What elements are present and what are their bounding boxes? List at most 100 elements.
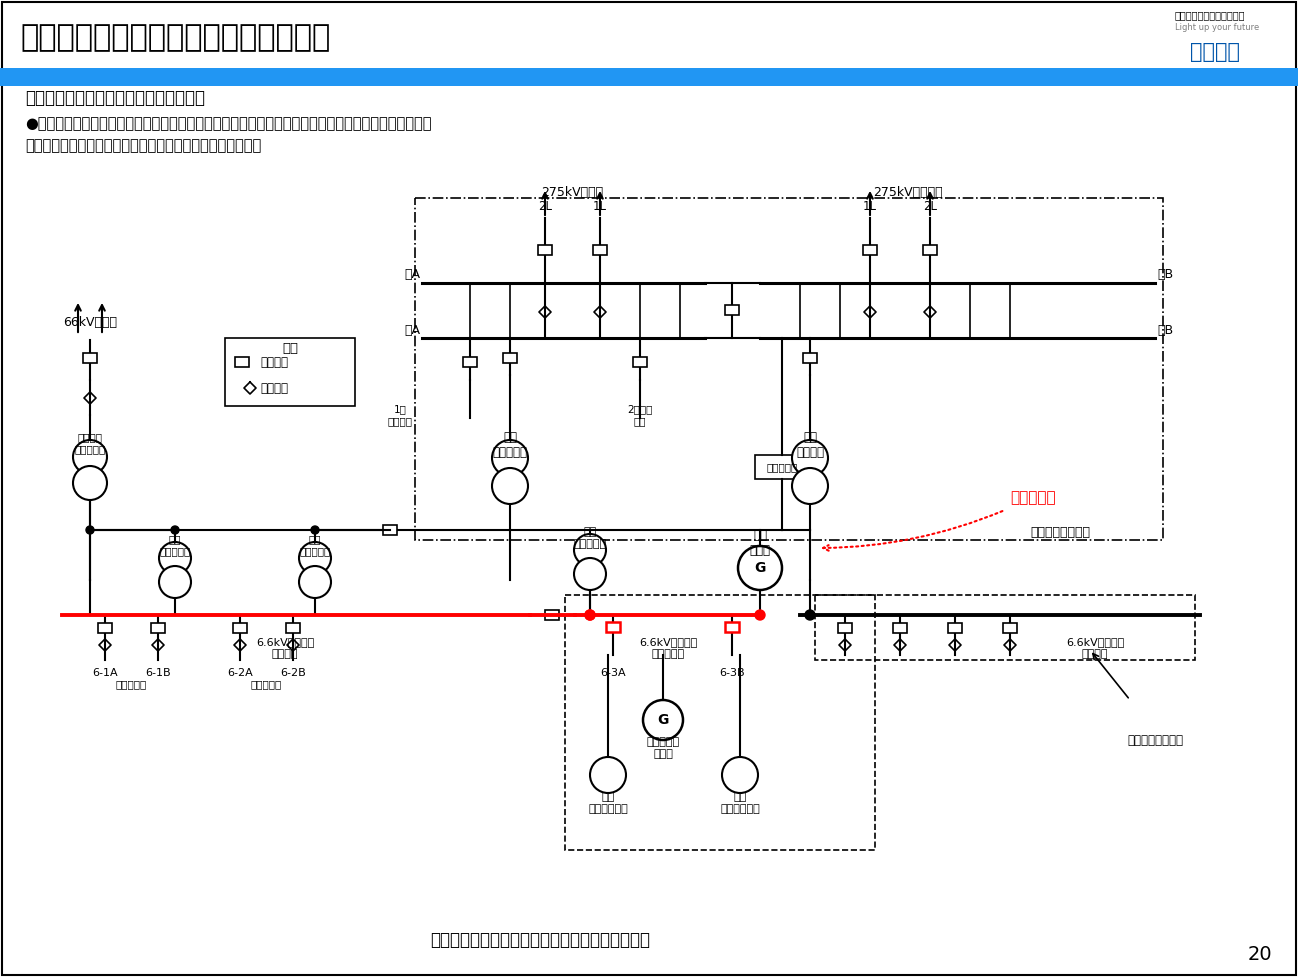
Text: ３号
予備変圧器: ３号 予備変圧器 bbox=[492, 431, 527, 459]
Text: 2L: 2L bbox=[923, 200, 937, 214]
Bar bbox=[545, 610, 559, 620]
Text: 甲B: 甲B bbox=[1157, 269, 1173, 281]
Bar bbox=[923, 245, 937, 255]
Text: 6-3A: 6-3A bbox=[600, 668, 626, 678]
Bar bbox=[99, 623, 112, 633]
Bar bbox=[504, 353, 517, 363]
Circle shape bbox=[171, 526, 179, 534]
Bar bbox=[593, 245, 607, 255]
Text: ３号
主変圧器: ３号 主変圧器 bbox=[796, 431, 824, 459]
Text: 補機
（ポンプ等）: 補機 （ポンプ等） bbox=[720, 792, 759, 814]
Text: ：断路器: ：断路器 bbox=[260, 381, 288, 395]
Text: 20: 20 bbox=[1247, 946, 1272, 964]
Bar bbox=[286, 623, 300, 633]
Circle shape bbox=[299, 566, 331, 598]
Text: 図－２１　単線結線図（６６ｋＶ送電線接続後）: 図－２１ 単線結線図（６６ｋＶ送電線接続後） bbox=[430, 931, 650, 949]
Text: 凡例: 凡例 bbox=[282, 342, 299, 355]
Text: 1号
主変圧器: 1号 主変圧器 bbox=[388, 404, 413, 426]
Bar bbox=[948, 623, 962, 633]
Bar bbox=[803, 353, 816, 363]
Text: 補機
（ポンプ等）: 補機 （ポンプ等） bbox=[588, 792, 628, 814]
Bar bbox=[815, 595, 1195, 660]
Text: 2号主変
圧器: 2号主変 圧器 bbox=[627, 404, 653, 426]
Text: 275kV後志幹線: 275kV後志幹線 bbox=[874, 186, 942, 198]
Text: G: G bbox=[657, 713, 668, 727]
Circle shape bbox=[805, 610, 815, 620]
Bar bbox=[234, 623, 247, 633]
Text: 2L: 2L bbox=[537, 200, 552, 214]
Text: 275kV泊幹線: 275kV泊幹線 bbox=[541, 186, 604, 198]
Circle shape bbox=[158, 566, 191, 598]
Bar bbox=[383, 525, 397, 535]
Circle shape bbox=[739, 546, 781, 590]
Text: Light up your future: Light up your future bbox=[1175, 22, 1259, 31]
Text: １５．その他の信頼性向上対策（１）: １５．その他の信頼性向上対策（１） bbox=[19, 23, 330, 53]
Bar bbox=[893, 623, 907, 633]
Bar bbox=[415, 198, 1163, 540]
Bar bbox=[633, 357, 646, 367]
Circle shape bbox=[312, 526, 319, 534]
Text: ディーゼル
発電機: ディーゼル 発電機 bbox=[646, 738, 680, 759]
Text: ２７５ｋＶ開閉所: ２７５ｋＶ開閉所 bbox=[1031, 526, 1090, 538]
Text: ●　６６ｋＶ送電線２回線は、現状１，２号機のみ接続しているが、さらなる信頼性向上対策として３: ● ６６ｋＶ送電線２回線は、現状１，２号機のみ接続しているが、さらなる信頼性向上… bbox=[25, 116, 431, 132]
Text: ともに輝く明日のために。: ともに輝く明日のために。 bbox=[1175, 10, 1246, 20]
Circle shape bbox=[585, 610, 594, 620]
Bar bbox=[839, 623, 851, 633]
Text: 6-3B: 6-3B bbox=[719, 668, 745, 678]
Bar bbox=[0, 0, 1298, 68]
Text: 甲A: 甲A bbox=[404, 269, 421, 281]
Circle shape bbox=[591, 757, 626, 793]
Text: G: G bbox=[754, 561, 766, 575]
Text: 6.6kV高圧母線
（常用）: 6.6kV高圧母線 （常用） bbox=[1066, 637, 1124, 658]
Text: 6-2B: 6-2B bbox=[280, 668, 306, 678]
Circle shape bbox=[574, 558, 606, 590]
Circle shape bbox=[86, 526, 93, 534]
Text: ２号
起動変圧器: ２号 起動変圧器 bbox=[300, 534, 331, 556]
Circle shape bbox=[722, 757, 758, 793]
Text: 6.6kV高圧母線
（常用）: 6.6kV高圧母線 （常用） bbox=[256, 637, 314, 658]
Text: 1L: 1L bbox=[863, 200, 877, 214]
Circle shape bbox=[574, 534, 606, 566]
Text: 6-1B: 6-1B bbox=[145, 668, 171, 678]
Bar bbox=[726, 622, 739, 632]
Text: １，２号
予備変圧器: １，２号 予備変圧器 bbox=[74, 432, 105, 453]
Text: （非常用）: （非常用） bbox=[116, 679, 147, 689]
Text: 非常用所内電源系: 非常用所内電源系 bbox=[1127, 734, 1182, 746]
Circle shape bbox=[73, 466, 106, 500]
Text: ３号
発電機: ３号 発電機 bbox=[749, 529, 771, 557]
Text: 1L: 1L bbox=[593, 200, 607, 214]
Bar bbox=[1003, 623, 1018, 633]
Text: 新たに追加: 新たに追加 bbox=[1010, 490, 1055, 505]
Text: １号
起動変圧器: １号 起動変圧器 bbox=[160, 534, 191, 556]
Circle shape bbox=[299, 542, 331, 574]
Text: 号機にも接続する。（平成２７年度上期）（図－２１）: 号機にも接続する。（平成２７年度上期）（図－２１） bbox=[25, 139, 261, 153]
Text: （１）６６ｋＶ送電線の３号機への接続: （１）６６ｋＶ送電線の３号機への接続 bbox=[25, 89, 205, 107]
Bar bbox=[565, 595, 875, 850]
Bar bbox=[755, 455, 810, 479]
Circle shape bbox=[755, 610, 765, 620]
Bar bbox=[863, 245, 877, 255]
Text: 6-2A: 6-2A bbox=[227, 668, 253, 678]
Bar bbox=[0, 68, 1298, 86]
Text: ほくでん: ほくでん bbox=[1190, 42, 1240, 62]
Text: 6.6kV高圧母線
（非常用）: 6.6kV高圧母線 （非常用） bbox=[639, 637, 697, 658]
Text: 6-1A: 6-1A bbox=[92, 668, 118, 678]
Bar bbox=[83, 353, 97, 363]
Circle shape bbox=[492, 440, 528, 476]
Bar bbox=[235, 357, 249, 367]
Bar bbox=[225, 338, 354, 406]
Text: ：遮断器: ：遮断器 bbox=[260, 356, 288, 368]
Bar bbox=[726, 305, 739, 315]
Text: ３号
所内変圧器: ３号 所内変圧器 bbox=[574, 528, 606, 549]
Circle shape bbox=[792, 468, 828, 504]
Circle shape bbox=[492, 468, 528, 504]
Text: 乙A: 乙A bbox=[404, 323, 421, 336]
Circle shape bbox=[585, 610, 594, 620]
Bar bbox=[151, 623, 165, 633]
Text: 乙B: 乙B bbox=[1157, 323, 1173, 336]
Bar bbox=[606, 622, 620, 632]
Circle shape bbox=[643, 700, 683, 740]
Circle shape bbox=[792, 440, 828, 476]
Bar bbox=[537, 245, 552, 255]
Text: 66kV泊支線: 66kV泊支線 bbox=[64, 317, 117, 329]
